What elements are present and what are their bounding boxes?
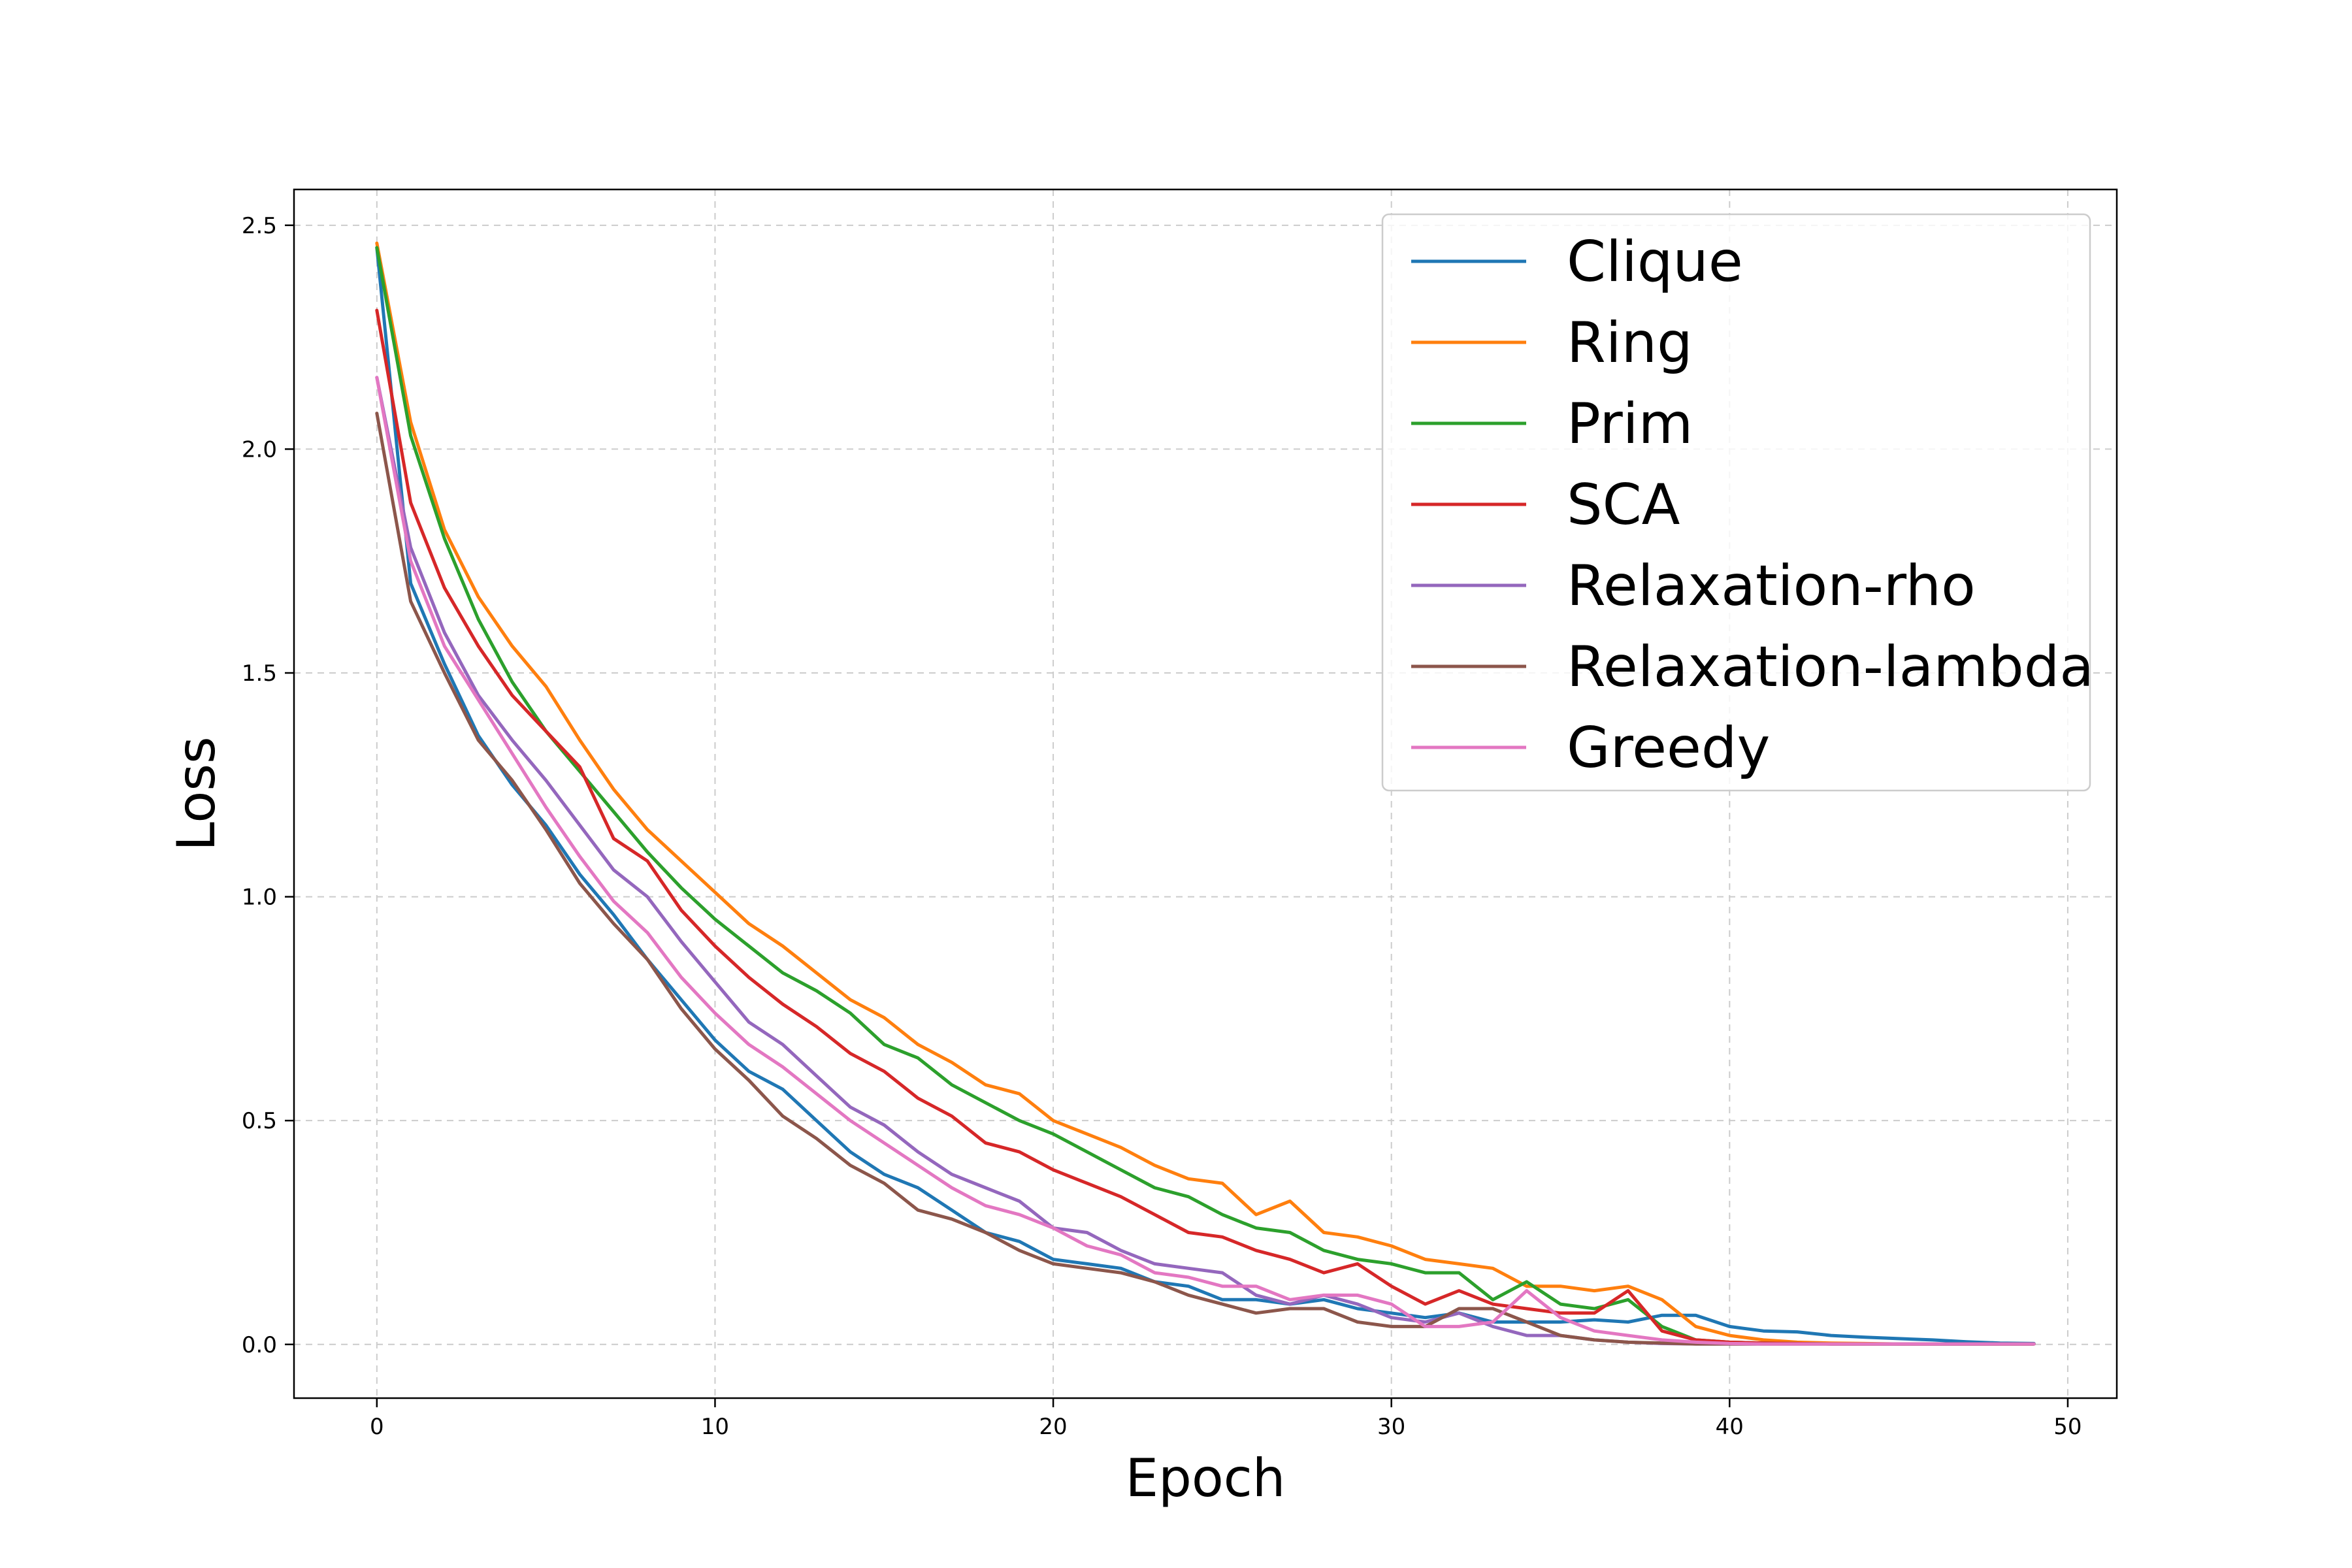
x-tick-label: 40 xyxy=(1716,1414,1744,1440)
legend-label-greedy: Greedy xyxy=(1567,715,1770,781)
y-tick-label: 2.5 xyxy=(242,213,277,239)
y-tick-label: 0.5 xyxy=(242,1108,277,1134)
plot-frame xyxy=(293,188,2118,1399)
x-tick-label: 50 xyxy=(2053,1414,2082,1440)
y-tick-label: 0.0 xyxy=(242,1332,277,1358)
series-line-ring xyxy=(375,241,2036,1346)
legend: Clique Ring Prim SCA Relaxation-rho Relaxatio… xyxy=(1381,213,2094,792)
series-lines xyxy=(375,241,2036,1346)
y-axis-label: Loss xyxy=(166,736,227,851)
legend-label-ring: Ring xyxy=(1567,310,1693,376)
x-tick-label: 20 xyxy=(1039,1414,1067,1440)
legend-label-sca: SCA xyxy=(1567,472,1680,538)
legend-label-clique: Clique xyxy=(1567,229,1743,295)
x-tick-label: 0 xyxy=(370,1414,384,1440)
axis-ticks: 0 10 20 30 40 50 0.0 0.5 1.0 1.5 2.0 2.5 xyxy=(242,213,2082,1440)
y-tick-label: 1.5 xyxy=(242,661,277,687)
legend-label-relaxation-rho: Relaxation-rho xyxy=(1567,553,1976,619)
x-tick-label: 10 xyxy=(701,1414,729,1440)
legend-box xyxy=(1381,213,2091,792)
legend-label-relaxation-lambda: Relaxation-lambda xyxy=(1567,634,2094,700)
series-line-greedy xyxy=(375,376,2036,1346)
y-tick-label: 1.0 xyxy=(242,885,277,911)
legend-label-prim: Prim xyxy=(1567,391,1693,457)
x-tick-label: 30 xyxy=(1377,1414,1405,1440)
y-tick-label: 2.0 xyxy=(242,436,277,463)
x-axis-label: Epoch xyxy=(1126,1448,1286,1509)
